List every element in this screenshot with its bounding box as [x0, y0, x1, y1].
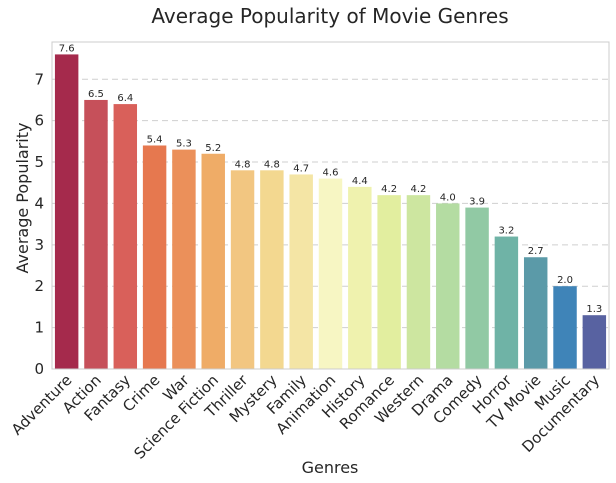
data-label: 4.2 — [381, 184, 397, 195]
bar-documentary — [582, 315, 607, 369]
bar-horror — [494, 236, 519, 369]
bar-comedy — [465, 207, 489, 369]
data-label: 4.4 — [352, 176, 368, 187]
y-tick-label: 7 — [34, 70, 44, 88]
bar-western — [406, 195, 431, 369]
y-axis-ticks: 0 1 2 3 4 5 6 7 — [34, 70, 44, 378]
data-label: 2.0 — [557, 275, 573, 286]
bar-science-fiction — [201, 153, 225, 369]
bar-adventure — [54, 54, 79, 369]
bar-history — [348, 186, 372, 369]
y-axis-label: Average Popularity — [13, 123, 32, 274]
bar-mystery — [260, 170, 284, 369]
data-label: 3.2 — [498, 226, 514, 237]
y-tick-label: 4 — [34, 194, 44, 212]
data-label: 6.5 — [88, 89, 104, 100]
data-label: 6.4 — [117, 93, 133, 104]
data-label: 5.2 — [205, 143, 221, 154]
y-tick-label: 2 — [34, 277, 44, 295]
bar-animation — [318, 178, 343, 369]
y-tick-label: 5 — [34, 153, 44, 171]
plot-frame — [51, 41, 610, 370]
bar-drama — [436, 203, 460, 369]
bar-war — [172, 149, 196, 369]
bar-thriller — [230, 170, 255, 369]
chart-title: Average Popularity of Movie Genres — [151, 4, 508, 28]
data-label: 1.3 — [586, 304, 602, 315]
data-label: 3.9 — [469, 197, 485, 208]
data-label: 4.8 — [235, 159, 251, 170]
bar-fantasy — [113, 104, 138, 369]
bar-music — [553, 286, 577, 369]
bars — [54, 54, 607, 369]
y-tick-label: 0 — [34, 360, 44, 378]
data-label: 7.6 — [59, 43, 75, 54]
data-label: 4.0 — [440, 192, 456, 203]
data-label: 4.8 — [264, 159, 280, 170]
y-tick-label: 3 — [34, 236, 44, 254]
data-label: 4.6 — [323, 168, 339, 179]
data-label: 5.3 — [176, 139, 192, 150]
data-labels: 7.6 6.5 6.4 5.4 5.3 5.2 4.8 4.8 4.7 4.6 4.4 4.2 4.2 4… — [59, 43, 603, 315]
y-tick-label: 6 — [34, 112, 44, 130]
y-tick-label: 1 — [34, 319, 44, 337]
data-label: 4.7 — [293, 163, 309, 174]
data-label: 4.2 — [410, 184, 426, 195]
data-label: 2.7 — [528, 246, 544, 257]
bar-romance — [377, 195, 401, 369]
x-axis-label: Genres — [302, 458, 359, 477]
bar-crime — [142, 145, 167, 369]
bar-tv-movie — [523, 257, 548, 369]
bar-family — [289, 174, 313, 369]
data-label: 5.4 — [147, 134, 163, 145]
bar-action — [84, 99, 108, 369]
